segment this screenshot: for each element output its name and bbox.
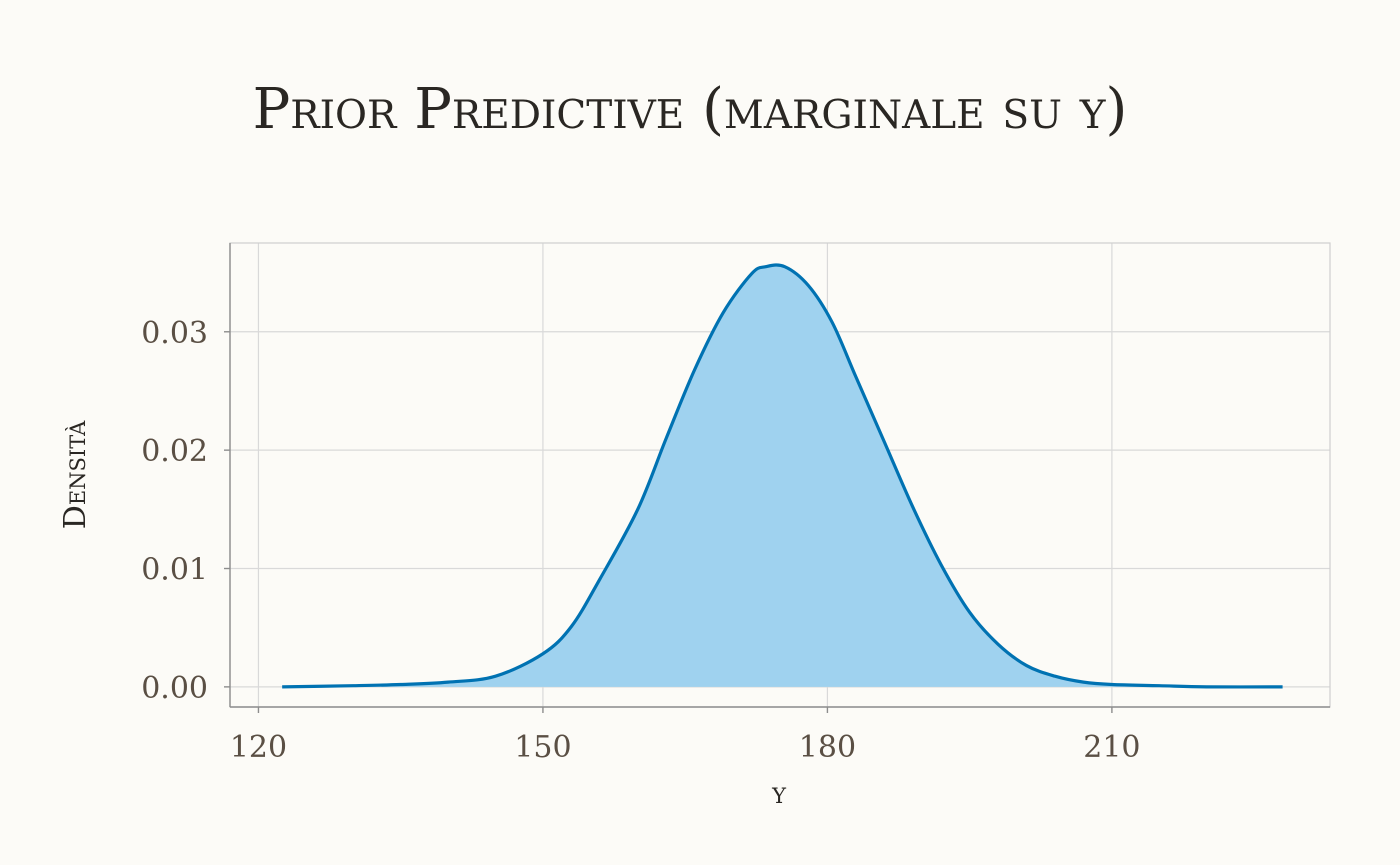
y-tick-label: 0.02 xyxy=(141,434,208,469)
density-area-layer xyxy=(282,264,1283,687)
x-axis-title: y xyxy=(771,776,787,811)
x-tick-label: 150 xyxy=(514,730,571,765)
x-tick-label: 210 xyxy=(1083,730,1140,765)
chart-title: Prior Predictive (marginale su y) xyxy=(253,77,1128,142)
density-curve xyxy=(282,263,1283,689)
y-tick-label: 0.01 xyxy=(141,553,208,588)
density-fill-area xyxy=(282,264,1283,687)
y-tick-label: 0.00 xyxy=(141,671,208,706)
y-axis-title: Densità xyxy=(58,420,93,529)
density-line-layer xyxy=(282,263,1283,689)
axes xyxy=(224,243,1330,713)
tick-labels: 120 150 180 210 0.00 0.01 0.02 0.03 xyxy=(141,316,1140,765)
x-tick-label: 120 xyxy=(230,730,287,765)
y-tick-label: 0.03 xyxy=(141,316,208,351)
x-tick-label: 180 xyxy=(799,730,856,765)
